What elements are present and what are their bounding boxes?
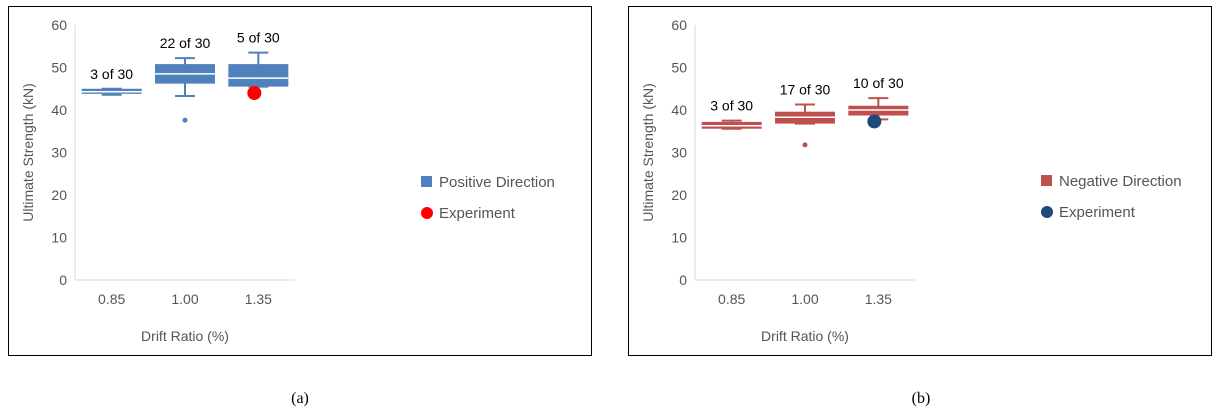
legend-label-experiment: Experiment <box>439 205 516 222</box>
experiment-point <box>867 114 882 129</box>
y-tick-label: 40 <box>51 102 67 118</box>
count-label: 3 of 30 <box>90 66 133 82</box>
legend-label-experiment: Experiment <box>1059 204 1136 221</box>
chart-a-svg: 0 10 20 30 40 50 60 0.85 1.00 1.35 Drift Ratio (%)… <box>20 17 555 344</box>
y-tick-label: 0 <box>679 272 687 288</box>
y-tick-label: 10 <box>671 230 687 246</box>
caption-a: (a) <box>291 390 309 407</box>
count-label: 5 of 30 <box>237 30 280 46</box>
box-body <box>228 64 289 87</box>
x-tick-label: 1.35 <box>245 291 272 307</box>
y-tick-label: 10 <box>51 230 67 246</box>
chart-panel-b: 0 10 20 30 40 50 60 0.85 1.00 1.35 Drift Ratio (%)… <box>628 6 1212 356</box>
y-tick-label: 60 <box>671 17 687 33</box>
y-axis-title: Ultimate Strength (kN) <box>20 83 36 221</box>
y-tick-label: 40 <box>671 102 687 118</box>
x-tick-label: 1.00 <box>791 291 818 307</box>
count-label: 3 of 30 <box>710 98 753 114</box>
chart-b-svg: 0 10 20 30 40 50 60 0.85 1.00 1.35 Drift Ratio (%)… <box>640 17 1182 344</box>
count-label: 22 of 30 <box>160 35 211 51</box>
y-tick-label: 30 <box>51 145 67 161</box>
x-axis-title: Drift Ratio (%) <box>141 328 229 344</box>
y-tick-label: 50 <box>671 60 687 76</box>
legend-swatch-box <box>421 176 432 187</box>
experiment-point <box>247 86 262 100</box>
x-tick-label: 1.00 <box>171 291 198 307</box>
y-tick-label: 60 <box>51 17 67 33</box>
y-tick-label: 20 <box>671 187 687 203</box>
chart-panel-a: 0 10 20 30 40 50 60 0.85 1.00 1.35 Drift Ratio (%)… <box>8 6 592 356</box>
x-tick-label: 0.85 <box>98 291 125 307</box>
y-tick-label: 20 <box>51 187 67 203</box>
y-axis-title: Ultimate Strength (kN) <box>640 83 656 221</box>
legend-label-box: Negative Direction <box>1059 173 1182 190</box>
legend-swatch-experiment <box>421 207 433 219</box>
x-tick-label: 1.35 <box>865 291 892 307</box>
legend-label-box: Positive Direction <box>439 174 555 191</box>
legend-swatch-experiment <box>1041 206 1053 218</box>
y-tick-label: 30 <box>671 145 687 161</box>
legend-swatch-box <box>1041 175 1052 186</box>
y-tick-label: 50 <box>51 60 67 76</box>
count-label: 17 of 30 <box>780 81 831 97</box>
y-tick-label: 0 <box>59 272 67 288</box>
outlier-point <box>182 117 188 123</box>
x-axis-title: Drift Ratio (%) <box>761 328 849 344</box>
outlier-point <box>802 142 808 148</box>
caption-b: (b) <box>911 390 931 407</box>
x-tick-label: 0.85 <box>718 291 745 307</box>
count-label: 10 of 30 <box>853 75 904 91</box>
